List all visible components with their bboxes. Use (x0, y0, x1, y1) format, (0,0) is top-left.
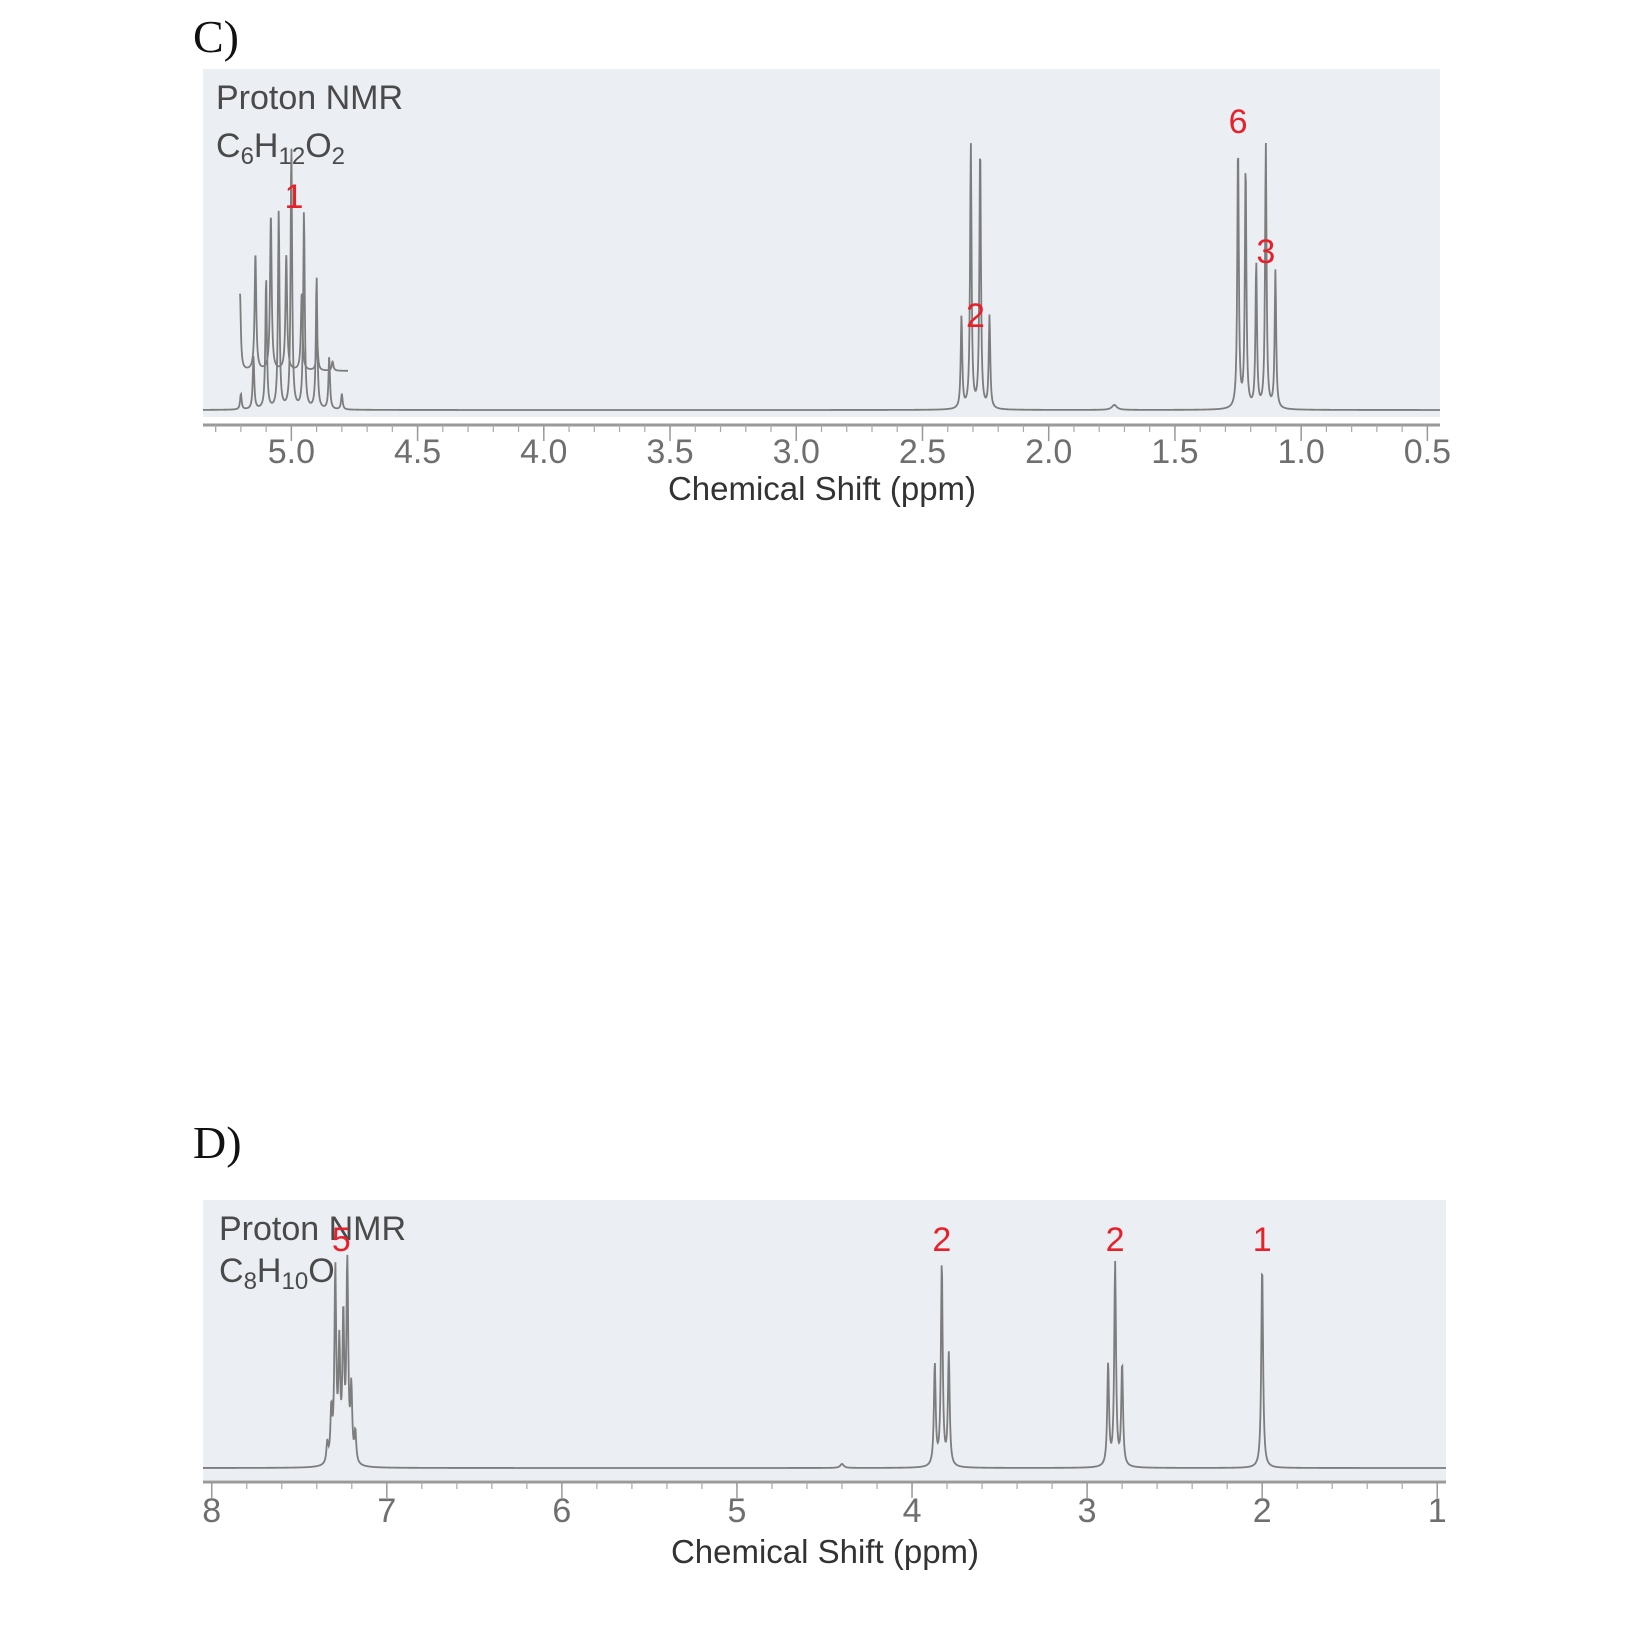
spectrum-d-formula: C8H10O (219, 1252, 335, 1295)
spectrum-d-plot: 8 7 6 5 4 3 2 1 5 2 2 1 (202, 1221, 1446, 1530)
spectrum-d: Proton NMR C8H10O 8 7 6 5 4 3 2 1 5 2 2 1 Chemical … (202, 1200, 1447, 1570)
spectrum-c-title: Proton NMR (216, 79, 403, 117)
x-tick-label: 4.0 (520, 433, 567, 471)
spectrum-d-title: Proton NMR (219, 1210, 406, 1248)
integration-label: 2 (1106, 1221, 1125, 1259)
x-tick-label: 8 (202, 1492, 221, 1530)
x-tick-label: 1 (1428, 1492, 1447, 1530)
spectrum-c-formula: C6H12O2 (216, 127, 345, 170)
spectrum-d-background (203, 1200, 1446, 1480)
x-tick-label: 2.5 (899, 433, 946, 471)
x-tick-label: 2.0 (1025, 433, 1072, 471)
spectrum-c: Proton NMR C6H12O2 5.0 4.5 4.0 3.5 3.0 2.5 2.0… (203, 69, 1451, 507)
x-tick-label: 1.5 (1151, 433, 1198, 471)
x-tick-label: 5 (728, 1492, 747, 1530)
panel-c-label: C) (193, 11, 239, 62)
integration-label: 1 (285, 178, 304, 216)
x-tick-label: 2 (1253, 1492, 1272, 1530)
x-tick-label: 3.5 (646, 433, 693, 471)
x-tick-label: 7 (377, 1492, 396, 1530)
x-tick-label: 6 (552, 1492, 571, 1530)
x-tick-label: 1.0 (1278, 433, 1325, 471)
integration-label: 5 (332, 1221, 351, 1259)
integration-label: 2 (966, 297, 985, 335)
spectrum-c-background (203, 69, 1440, 417)
integration-label: 1 (1253, 1221, 1272, 1259)
x-tick-label: 4.5 (394, 433, 441, 471)
integration-label: 6 (1229, 103, 1248, 141)
spectrum-c-trace (203, 143, 1440, 411)
x-tick-label: 0.5 (1404, 433, 1451, 471)
spectrum-c-plot: 5.0 4.5 4.0 3.5 3.0 2.5 2.0 1.5 1.0 0.5 2 6 3 1 (203, 103, 1451, 471)
x-tick-label: 4 (903, 1492, 922, 1530)
spectrum-c-x-axis-label: Chemical Shift (ppm) (668, 470, 976, 507)
spectrum-c-inset-trace (239, 217, 348, 372)
panel-d-label: D) (193, 1117, 242, 1168)
x-tick-label: 3.0 (773, 433, 820, 471)
x-tick-label: 3 (1078, 1492, 1097, 1530)
integration-label: 3 (1256, 233, 1275, 271)
spectrum-d-x-axis-label: Chemical Shift (ppm) (671, 1533, 979, 1570)
x-tick-label: 5.0 (268, 433, 315, 471)
spectrum-d-trace (203, 1254, 1446, 1469)
integration-label: 2 (932, 1221, 951, 1259)
